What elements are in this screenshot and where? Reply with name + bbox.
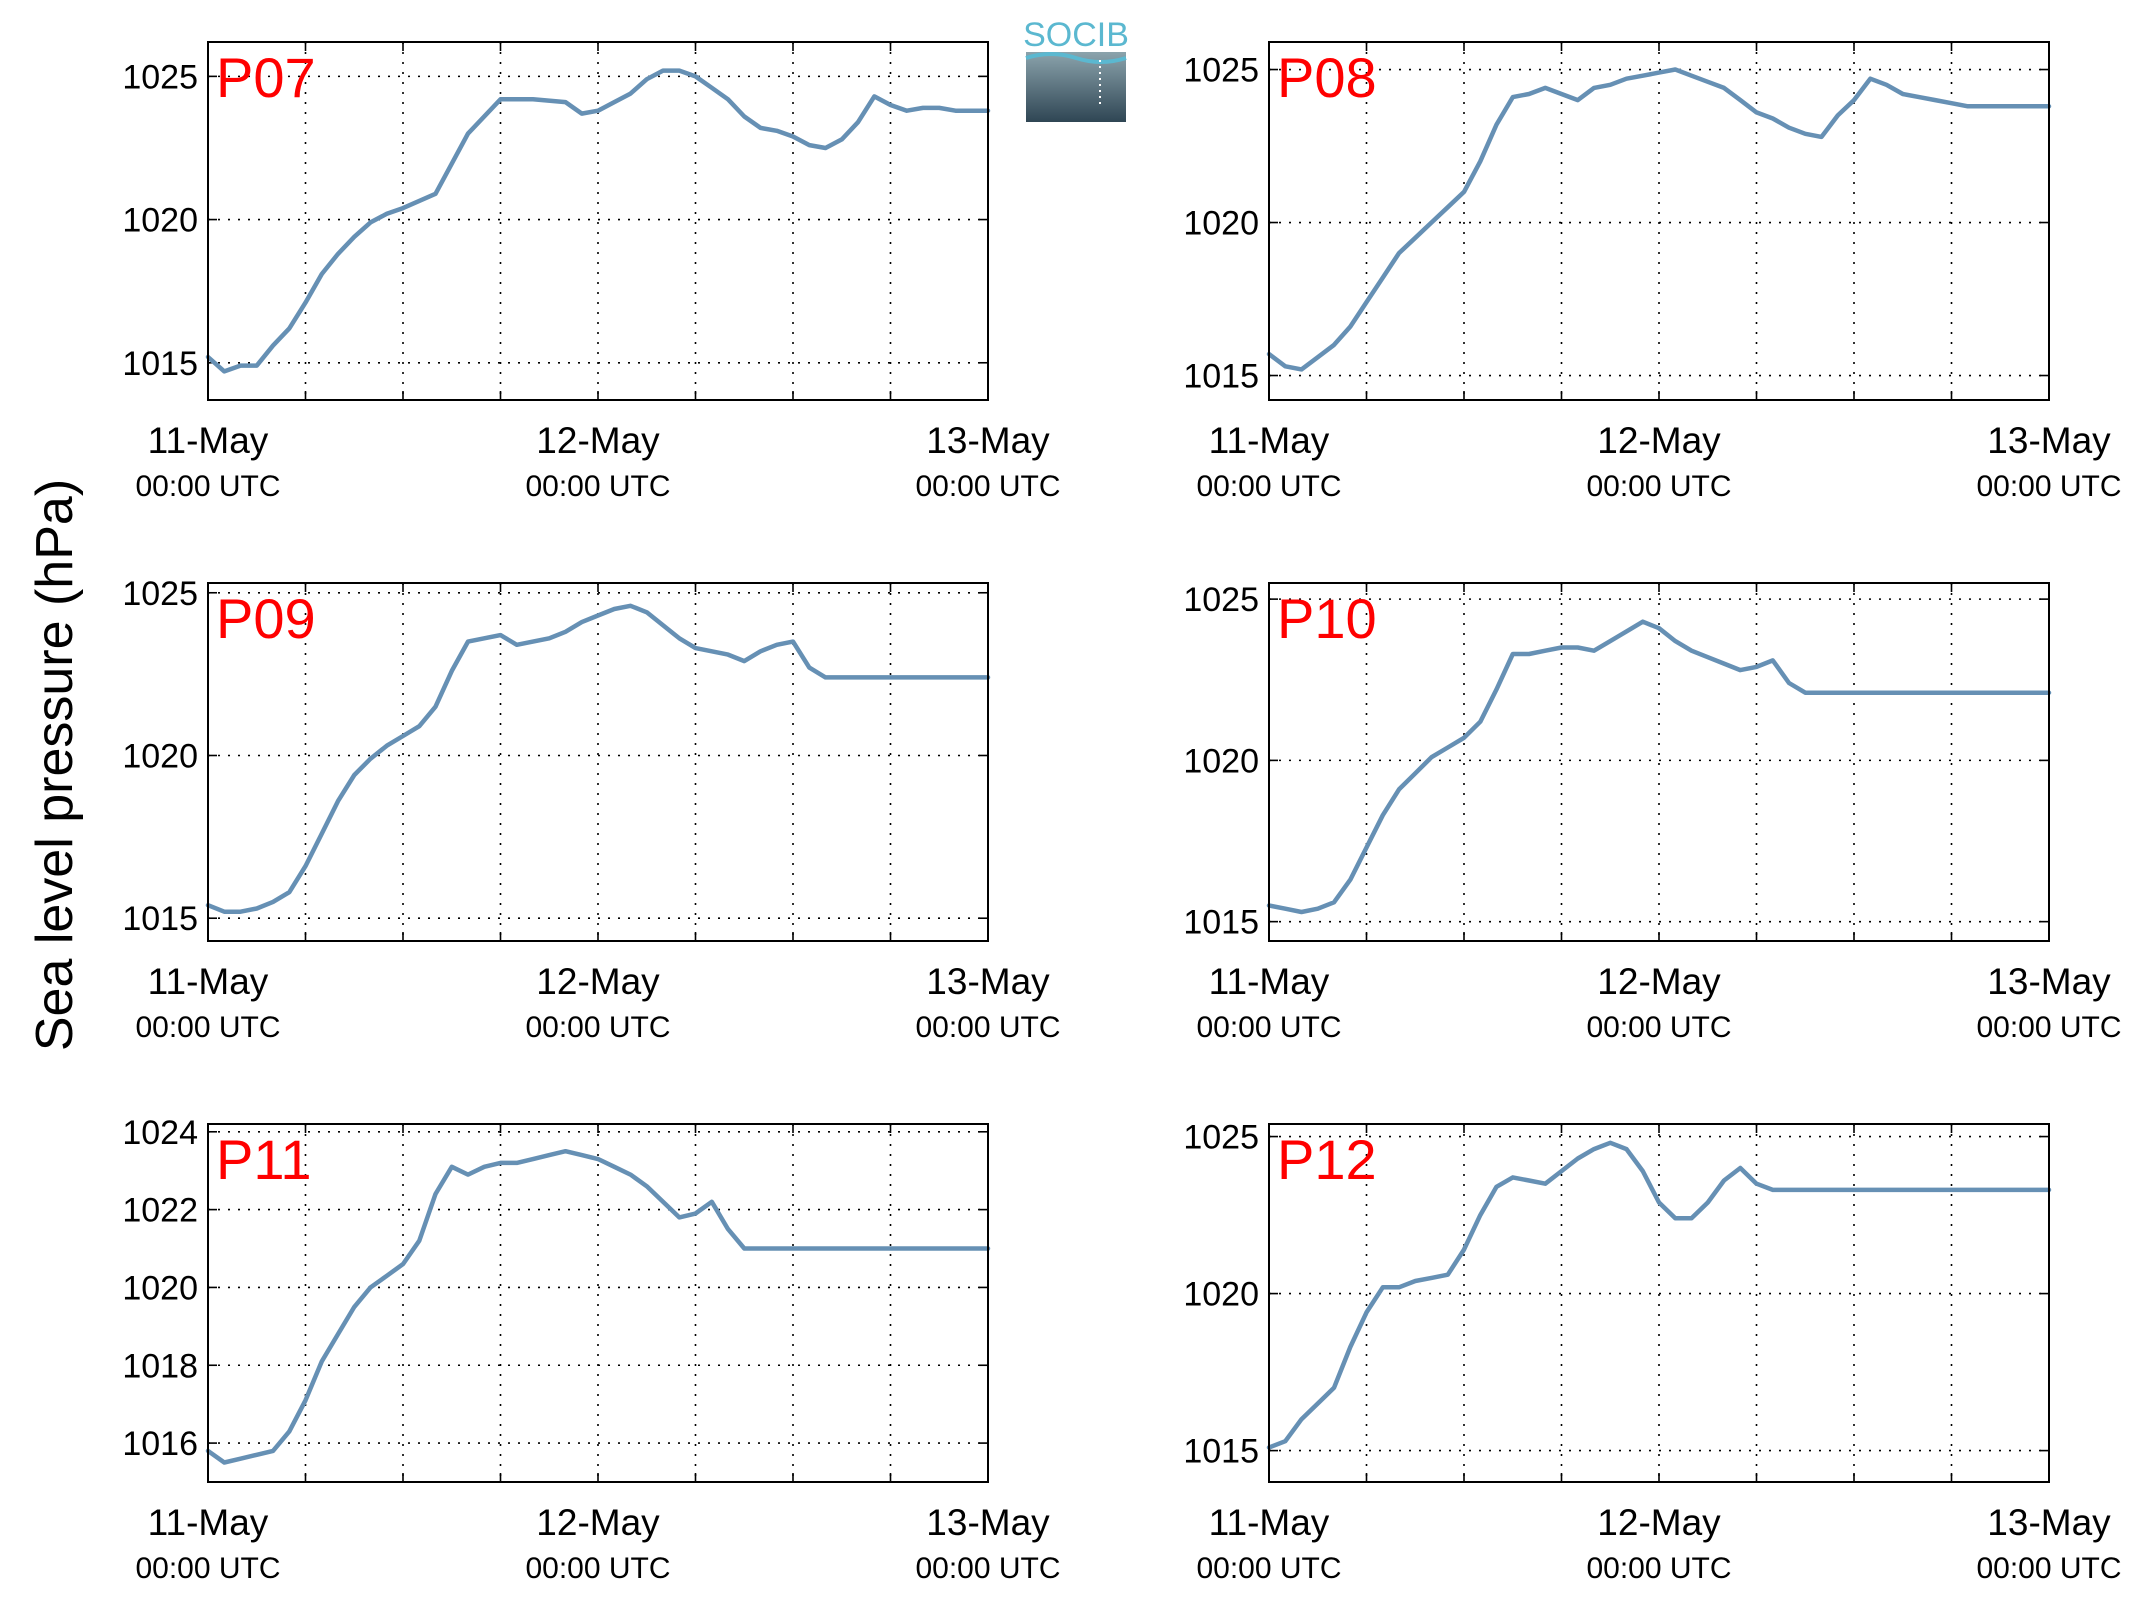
plot-frame [1268,1123,2050,1483]
y-tick-label: 1016 [122,1425,198,1463]
panel-p07: 1015 1020 1025 P07 11-May 00:00 UTC 12-May 00:0… [122,41,1061,503]
x-tick-label-time: 00:00 UTC [1196,1552,1341,1585]
y-tick-label: 1015 [1183,358,1259,396]
x-tick-label-date: 12-May [1597,961,1721,1002]
y-tick-label: 1015 [1183,904,1259,942]
plot-frame [1268,41,2050,401]
x-tick-label-time: 00:00 UTC [915,1011,1060,1044]
x-tick-label-time: 00:00 UTC [1586,470,1731,503]
x-tick-label-time: 00:00 UTC [915,1552,1060,1585]
y-tick-label: 1025 [1183,52,1259,90]
y-axis-label: Sea level pressure (hPa) [26,479,84,1051]
y-tick-label: 1024 [122,1114,198,1152]
series-line [205,603,991,914]
x-tick-label-time: 00:00 UTC [525,1552,670,1585]
station-label: P10 [1277,587,1377,650]
series-line [205,1148,991,1465]
series-line [1266,619,2052,915]
x-tick-label-date: 13-May [926,1502,1050,1543]
x-tick-label-date: 13-May [1987,1502,2111,1543]
x-tick-label-time: 00:00 UTC [1196,470,1341,503]
x-tick-label-time: 00:00 UTC [525,1011,670,1044]
x-tick-label-date: 12-May [536,420,660,461]
plot-frame [1268,582,2050,942]
panel-p09: 1015 1020 1025 P09 11-May 00:00 UTC 12-May 00:0… [122,575,1060,1044]
panel-p11: 1016 1018 1020 1022 1024 P11 11-May 00:00 UTC 12… [122,1114,1060,1585]
y-tick-label: 1022 [122,1192,198,1230]
x-tick-label-time: 00:00 UTC [1976,1011,2121,1044]
x-tick-label-time: 00:00 UTC [1976,470,2121,503]
x-tick-label-date: 12-May [1597,1502,1721,1543]
x-tick-label-date: 12-May [536,1502,660,1543]
x-tick-label-date: 12-May [536,961,660,1002]
series-line [1266,1140,2052,1450]
x-tick-label-time: 00:00 UTC [1586,1011,1731,1044]
y-tick-label: 1015 [122,345,198,383]
x-tick-label-date: 11-May [1209,420,1330,461]
y-tick-label: 1020 [122,202,198,240]
x-tick-label-date: 13-May [1987,420,2111,461]
x-tick-label-time: 00:00 UTC [135,470,280,503]
x-tick-label-date: 12-May [1597,420,1721,461]
y-tick-label: 1025 [122,58,198,96]
plot-frame [207,41,989,401]
station-label: P09 [216,587,316,650]
x-tick-label-time: 00:00 UTC [135,1011,280,1044]
panel-p10: 1015 1020 1025 P10 11-May 00:00 UTC 12-May 00:0… [1183,581,2121,1044]
y-tick-label: 1020 [122,1269,198,1307]
logo-graphic [1026,52,1126,122]
x-tick-label-time: 00:00 UTC [1196,1011,1341,1044]
plot-frame [207,1123,989,1483]
y-tick-label: 1015 [122,900,198,938]
station-label: P07 [216,46,316,109]
x-tick-label-time: 00:00 UTC [915,470,1060,503]
station-label: P08 [1277,46,1377,109]
x-tick-label-date: 11-May [148,420,269,461]
x-tick-label-date: 13-May [1987,961,2111,1002]
x-tick-label-time: 00:00 UTC [135,1552,280,1585]
logo-text: SOCIB [1023,16,1129,54]
y-tick-label: 1018 [122,1347,198,1385]
y-tick-label: 1025 [1183,581,1259,619]
y-tick-label: 1020 [1183,1276,1259,1314]
station-label: P12 [1277,1128,1377,1191]
x-tick-label-time: 00:00 UTC [1586,1552,1731,1585]
station-label: P11 [216,1128,311,1191]
x-tick-label-time: 00:00 UTC [1976,1552,2121,1585]
x-tick-label-date: 13-May [926,420,1050,461]
plot-frame [207,582,989,942]
y-tick-label: 1025 [1183,1119,1259,1157]
logo-wave [1025,52,1127,64]
panel-p08: 1015 1020 1025 P08 11-May 00:00 UTC 12-May 00:0… [1183,41,2122,503]
panel-p12: 1015 1020 1025 P12 11-May 00:00 UTC 12-May 00:0… [1183,1119,2121,1585]
socib-logo: SOCIB [1023,16,1129,122]
x-tick-label-date: 13-May [926,961,1050,1002]
y-tick-label: 1020 [122,737,198,775]
x-tick-label-time: 00:00 UTC [525,470,670,503]
y-tick-label: 1020 [1183,205,1259,243]
y-tick-label: 1025 [122,575,198,613]
x-tick-label-date: 11-May [148,961,269,1002]
x-tick-label-date: 11-May [1209,1502,1330,1543]
x-tick-label-date: 11-May [1209,961,1330,1002]
y-tick-label: 1020 [1183,742,1259,780]
series-line [205,68,991,374]
y-tick-label: 1015 [1183,1433,1259,1471]
x-tick-label-date: 11-May [148,1502,269,1543]
series-line [1266,67,2052,372]
